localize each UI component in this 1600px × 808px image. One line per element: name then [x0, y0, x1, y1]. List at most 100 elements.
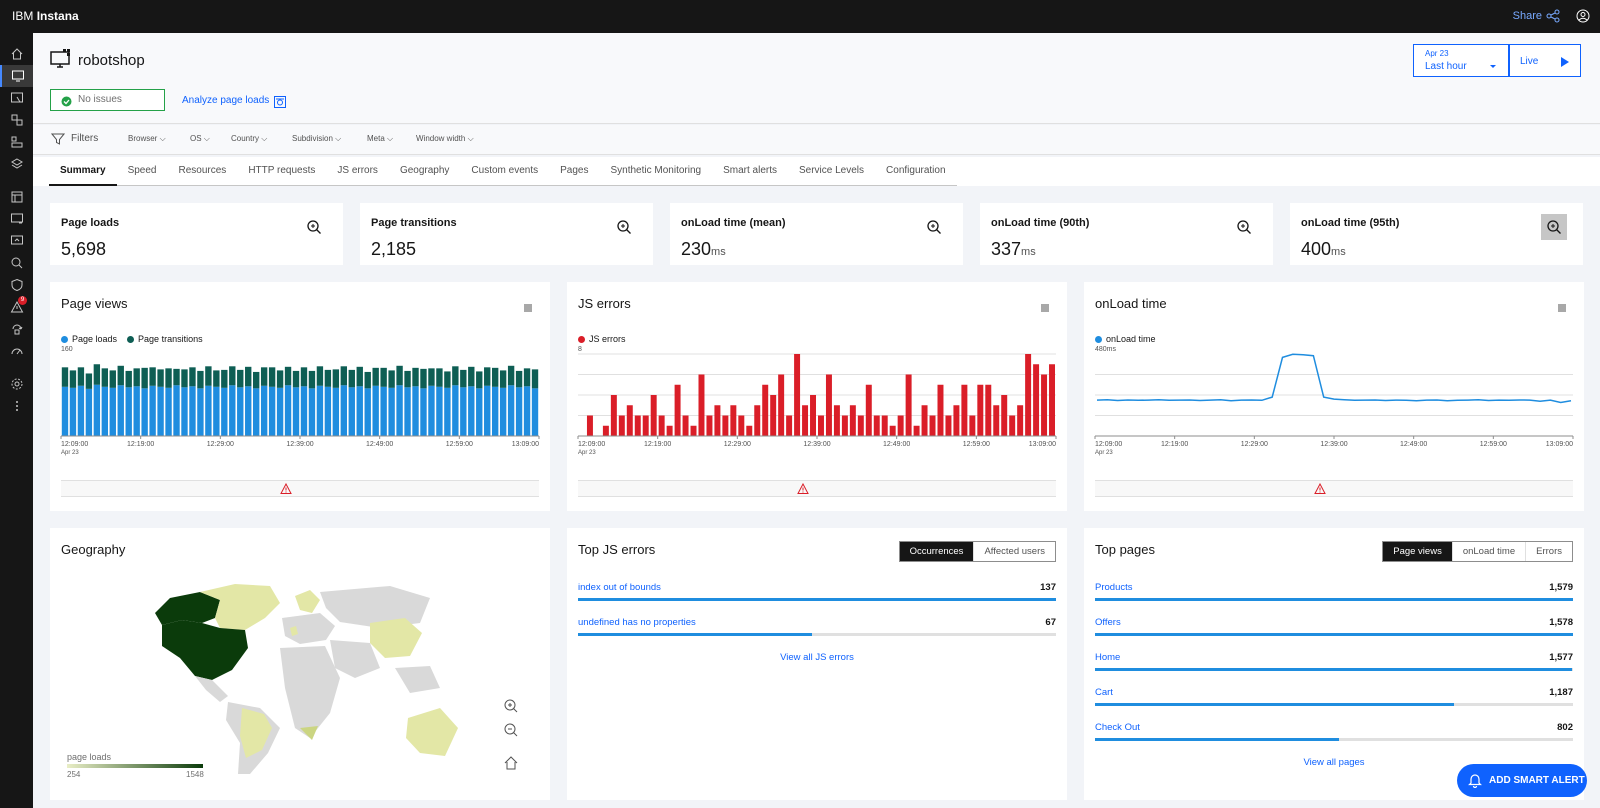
map-region-europe[interactable] [282, 613, 335, 644]
websites-icon[interactable] [0, 87, 33, 109]
x-date-label: Apr 23 [61, 450, 79, 456]
live-button[interactable]: Live [1509, 44, 1581, 77]
toggle-occurrences[interactable]: Occurrences [899, 542, 975, 561]
filters-label[interactable]: Filters [71, 133, 99, 144]
legend-item[interactable]: JS errors [578, 334, 626, 344]
js-error-link[interactable]: undefined has no properties [578, 617, 696, 628]
analyze-zoom-icon[interactable] [611, 214, 637, 240]
filter-os-dropdown[interactable]: OS ⌵ [190, 134, 210, 143]
map-region-canada[interactable] [200, 584, 280, 630]
filter-meta-dropdown[interactable]: Meta ⌵ [367, 134, 394, 143]
toggle-page-views[interactable]: Page views [1383, 542, 1453, 561]
map-region-africa[interactable] [280, 646, 340, 738]
analyze-page-loads-link[interactable]: Analyze page loads [182, 95, 270, 106]
shield-icon[interactable] [0, 274, 33, 296]
map-region-brazil[interactable] [240, 708, 272, 758]
tab-resources[interactable]: Resources [178, 165, 227, 176]
brand-logo[interactable]: IBM Instana [12, 9, 79, 23]
time-range-picker[interactable]: Apr 23 Last hour [1413, 44, 1509, 77]
share-link[interactable]: Share [1512, 10, 1542, 22]
analytics-icon[interactable] [0, 252, 33, 274]
legend-item[interactable]: Page loads [61, 334, 117, 344]
warning-icon[interactable] [1314, 482, 1326, 500]
view-all-pages-link[interactable]: View all pages [1303, 757, 1365, 768]
page-link[interactable]: Check Out [1095, 722, 1140, 733]
share-icon[interactable] [1546, 9, 1560, 28]
map-region-australia[interactable] [406, 708, 458, 756]
toggle-errors[interactable]: Errors [1526, 542, 1572, 561]
analyze-zoom-icon[interactable] [1231, 214, 1257, 240]
zoom-out-icon[interactable] [501, 720, 521, 740]
page-link[interactable]: Cart [1095, 687, 1113, 698]
map-region-russia[interactable] [320, 586, 430, 628]
tab-custom-events[interactable]: Custom events [471, 165, 539, 176]
tab-speed[interactable]: Speed [127, 165, 157, 176]
tab-geography[interactable]: Geography [399, 165, 450, 176]
map-region-scandinavia[interactable] [295, 590, 320, 613]
applications-icon[interactable] [0, 109, 33, 131]
world-map[interactable] [140, 578, 470, 778]
map-region-southeast-asia[interactable] [395, 666, 440, 693]
page-link[interactable]: Products [1095, 582, 1133, 593]
bar-js-error [602, 425, 609, 436]
platforms-icon[interactable] [0, 153, 33, 175]
map-region-mexico[interactable] [195, 676, 228, 702]
menu-icon[interactable] [1040, 300, 1050, 318]
filter-country-dropdown[interactable]: Country ⌵ [231, 134, 268, 143]
map-region-uk[interactable] [290, 626, 298, 636]
filter-subdivision-label: Subdivision [292, 134, 333, 143]
view-all-js-errors-link[interactable]: View all JS errors [780, 652, 854, 663]
tab-service-levels[interactable]: Service Levels [799, 165, 865, 176]
bar-page-transitions [515, 370, 523, 388]
tab-configuration[interactable]: Configuration [886, 165, 946, 176]
toggle-onload-time[interactable]: onLoad time [1452, 542, 1527, 561]
map-region-alaska-canada-west[interactable] [155, 592, 220, 625]
x-tick-label: 12:29:00 [1241, 441, 1268, 448]
analyze-zoom-icon[interactable] [921, 214, 947, 240]
map-region-usa[interactable] [162, 620, 248, 680]
map-region-china[interactable] [370, 618, 422, 658]
map-region-middle-east-india[interactable] [330, 640, 380, 678]
automation-icon[interactable] [0, 318, 33, 340]
tab-js-errors[interactable]: JS errors [337, 165, 378, 176]
monitoring-icon[interactable] [0, 230, 33, 252]
add-smart-alert-button[interactable]: ADD SMART ALERT [1457, 764, 1587, 797]
page-link[interactable]: Offers [1095, 617, 1121, 628]
speedometer-icon[interactable] [0, 340, 33, 362]
user-icon[interactable] [1576, 9, 1590, 28]
home-icon[interactable] [0, 43, 33, 65]
bar-js-error [1009, 415, 1016, 436]
analyze-zoom-icon[interactable] [1541, 214, 1567, 240]
events-icon[interactable]: 9 [0, 296, 33, 318]
tab-pages[interactable]: Pages [560, 165, 589, 176]
infrastructure-icon[interactable] [0, 131, 33, 153]
legend-label: onLoad time [1106, 334, 1156, 344]
analyze-icon[interactable] [274, 95, 286, 113]
legend-item[interactable]: onLoad time [1095, 334, 1156, 344]
filter-window-width-dropdown[interactable]: Window width ⌵ [416, 134, 474, 143]
filter-subdivision-dropdown[interactable]: Subdivision ⌵ [292, 134, 342, 143]
filter-icon[interactable] [50, 132, 66, 151]
catalog-icon[interactable] [0, 186, 33, 208]
settings-icon[interactable] [0, 373, 33, 395]
js-error-link[interactable]: index out of bounds [578, 582, 661, 593]
warning-icon[interactable] [280, 482, 292, 500]
more-icon[interactable] [0, 395, 33, 417]
home-icon[interactable] [501, 753, 521, 773]
toggle-affected-users[interactable]: Affected users [974, 542, 1055, 561]
filter-browser-dropdown[interactable]: Browser ⌵ [128, 134, 166, 143]
analyze-zoom-icon[interactable] [301, 214, 327, 240]
legend-item[interactable]: Page transitions [127, 334, 203, 344]
zoom-in-icon[interactable] [501, 696, 521, 716]
tab-http-requests[interactable]: HTTP requests [248, 165, 316, 176]
synthetic-icon[interactable] [0, 208, 33, 230]
warning-icon[interactable] [797, 482, 809, 500]
tab-smart-alerts[interactable]: Smart alerts [723, 165, 777, 176]
page-link[interactable]: Home [1095, 652, 1121, 663]
tab-summary[interactable]: Summary [49, 157, 117, 186]
menu-icon[interactable] [1557, 300, 1567, 318]
menu-icon[interactable] [523, 300, 533, 318]
dashboard-icon[interactable] [0, 65, 33, 87]
map-region-south-africa[interactable] [300, 726, 318, 740]
tab-synthetic-monitoring[interactable]: Synthetic Monitoring [610, 165, 702, 176]
